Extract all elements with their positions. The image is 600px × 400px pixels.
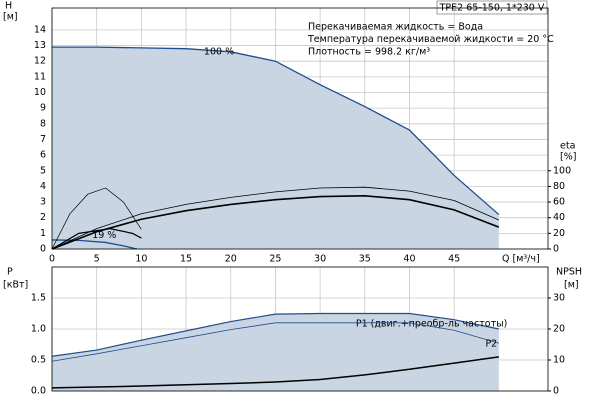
series-label: P1 (двиг.+преобр-ль частоты)	[356, 319, 507, 330]
y2-axis-title: NPSH	[556, 267, 582, 278]
y-tick-label: 0	[40, 244, 46, 255]
title-box	[436, 0, 548, 15]
y2-tick-label: 100	[553, 165, 571, 176]
curve	[51, 194, 500, 250]
x-tick-label: 45	[448, 254, 460, 265]
y2-tick-label: 80	[553, 181, 565, 192]
y-tick-label: 5	[40, 165, 46, 176]
curve	[51, 228, 142, 250]
curve	[51, 186, 500, 250]
annotation: Перекачиваемая жидкость = Вода	[308, 22, 483, 33]
y2-axis-unit: [%]	[560, 152, 576, 163]
y-tick-label: 2	[40, 212, 46, 223]
y-tick-label: 8	[40, 118, 46, 129]
y-tick-label: 12	[34, 56, 46, 67]
curve	[51, 239, 138, 250]
y-axis-unit: [м]	[3, 12, 18, 23]
y-tick-label: 0.0	[31, 386, 46, 397]
x-tick-label: 20	[225, 254, 237, 265]
x-tick-label: 5	[94, 254, 100, 265]
y-axis-unit: [кВт]	[3, 280, 28, 291]
y2-axis-title: eta	[560, 141, 575, 152]
y-tick-label: 7	[40, 134, 46, 145]
series-label: P2	[485, 338, 497, 349]
x-tick-label: 10	[135, 254, 147, 265]
y2-tick-label: 20	[553, 228, 565, 239]
series-label: 100 %	[204, 46, 234, 57]
y2-tick-label: 60	[553, 197, 565, 208]
x-axis-title: Q [м³/ч]	[502, 254, 540, 265]
y-tick-label: 10	[34, 87, 46, 98]
annotation: Температура перекачиваемой жидкости = 20…	[307, 34, 554, 45]
curve	[51, 187, 142, 250]
plot-frame	[51, 266, 549, 392]
curve	[51, 322, 499, 362]
x-tick-label: 25	[269, 254, 281, 265]
y-tick-label: 9	[40, 103, 46, 114]
y2-tick-label: 0	[553, 244, 559, 255]
x-tick-label: 15	[180, 254, 192, 265]
y2-tick-label: 30	[553, 293, 565, 304]
y2-tick-label: 40	[553, 212, 565, 223]
annotation: Плотность = 998.2 кг/м³	[308, 47, 430, 58]
y-axis-title: H	[5, 1, 12, 12]
curve	[51, 356, 499, 389]
y-tick-label: 0.5	[31, 355, 46, 366]
y-tick-label: 13	[34, 40, 46, 51]
plot-frame	[51, 7, 549, 250]
y-tick-label: 4	[40, 181, 46, 192]
series-label: 19 %	[92, 230, 116, 241]
curve	[52, 46, 500, 216]
x-tick-label: 35	[359, 254, 371, 265]
y-axis-title: P	[7, 267, 13, 278]
y-tick-label: 14	[34, 24, 46, 35]
y-tick-label: 6	[40, 150, 46, 161]
y-tick-label: 1	[40, 228, 46, 239]
y2-axis-unit: [м]	[564, 280, 579, 291]
x-tick-label: 0	[49, 254, 55, 265]
y-tick-label: 1.5	[31, 293, 46, 304]
curve	[51, 312, 499, 357]
y2-tick-label: 20	[553, 324, 565, 335]
y2-tick-label: 0	[553, 386, 559, 397]
y-tick-label: 3	[40, 197, 46, 208]
y2-tick-label: 10	[553, 355, 565, 366]
x-tick-label: 40	[403, 254, 415, 265]
y-tick-label: 1.0	[31, 324, 46, 335]
x-tick-label: 30	[314, 254, 326, 265]
y-tick-label: 11	[34, 71, 46, 82]
